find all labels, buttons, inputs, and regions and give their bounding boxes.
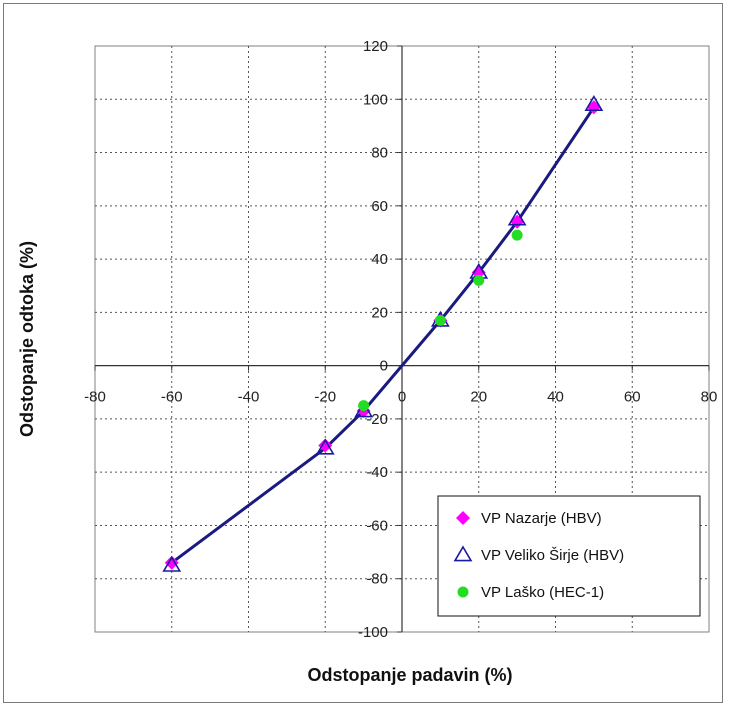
legend-marker xyxy=(453,545,473,562)
point-vp-nazarje-hbv xyxy=(164,555,179,570)
legend-label: VP Veliko Širje (HBV) xyxy=(481,547,624,564)
y-tick-label: 120 xyxy=(363,38,388,55)
legend-marker xyxy=(457,586,469,598)
x-tick-label: -40 xyxy=(238,389,260,406)
tick-labels: -80 -60 -40 -20 0 20 40 60 80-100-80-60-40-20020… xyxy=(84,38,717,641)
point-vp-veliko-irje-hbv xyxy=(507,209,527,226)
x-tick-label: -80 xyxy=(84,389,106,406)
point-vp-la-ko-hec-1 xyxy=(358,400,370,412)
legend-label: VP Nazarje (HBV) xyxy=(481,510,602,527)
trend-line-group xyxy=(170,106,596,564)
legend-label: VP Laško (HEC-1) xyxy=(481,584,604,601)
y-tick-label: -100 xyxy=(358,624,388,641)
x-tick-label: 0 xyxy=(398,389,406,406)
y-axis-title: Odstopanje odtoka (%) xyxy=(17,241,37,437)
point-vp-veliko-irje-hbv xyxy=(315,438,335,455)
point-vp-la-ko-hec-1 xyxy=(511,229,523,241)
point-vp-nazarje-hbv xyxy=(318,438,333,453)
y-tick-label: -40 xyxy=(366,464,388,481)
y-tick-label: 40 xyxy=(371,251,388,268)
point-vp-la-ko-hec-1 xyxy=(473,274,485,286)
y-tick-label: 60 xyxy=(371,198,388,215)
x-tick-label: 80 xyxy=(701,389,718,406)
x-axis-title: Odstopanje padavin (%) xyxy=(307,665,512,685)
x-tick-label: 40 xyxy=(547,389,564,406)
y-tick-label: -60 xyxy=(366,517,388,534)
point-vp-la-ko-hec-1 xyxy=(434,314,446,326)
y-tick-label: 100 xyxy=(363,91,388,108)
legend-box xyxy=(437,495,701,617)
point-vp-veliko-irje-hbv xyxy=(354,401,374,418)
legend-marker xyxy=(456,511,470,525)
y-tick-label: -80 xyxy=(366,571,388,588)
y-tick-label: 80 xyxy=(371,145,388,162)
data-points xyxy=(162,95,604,572)
point-vp-veliko-irje-hbv xyxy=(162,555,182,572)
x-tick-label: -20 xyxy=(314,389,336,406)
y-tick-label: 0 xyxy=(380,358,388,375)
x-tick-label: -60 xyxy=(161,389,183,406)
trend-line xyxy=(170,106,596,564)
x-tick-label: 60 xyxy=(624,389,641,406)
y-tick-label: 20 xyxy=(371,304,388,321)
x-tick-label: 20 xyxy=(470,389,487,406)
point-vp-veliko-irje-hbv xyxy=(584,95,604,111)
legend: VP Nazarje (HBV) VP Veliko Širje (HBV) VP … xyxy=(437,495,701,617)
